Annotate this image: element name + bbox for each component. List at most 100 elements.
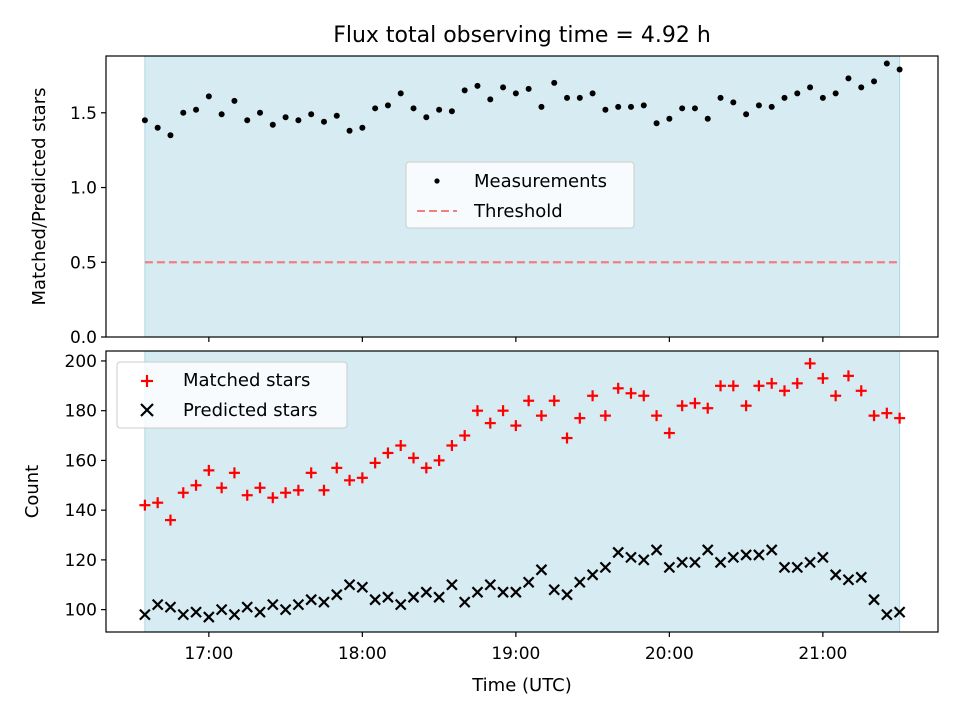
predicted-stars-point [765, 544, 778, 556]
measurement-point [615, 103, 622, 110]
matched-stars-point [753, 380, 765, 392]
matched-stars-point [139, 499, 151, 511]
predicted-stars-point [574, 576, 586, 589]
matched-stars-point [420, 462, 432, 474]
predicted-stars-point [778, 561, 791, 574]
measurement-point [333, 112, 340, 119]
measurement-point [807, 84, 814, 91]
matched-stars-point [535, 410, 547, 422]
x-tick-label: 19:00 [491, 644, 540, 664]
predicted-stars-point [676, 556, 688, 569]
legend-label-threshold: Threshold [473, 201, 563, 222]
measurement-point [193, 106, 200, 113]
predicted-stars-point [228, 608, 241, 621]
predicted-stars-point [817, 551, 829, 564]
matched-stars-point [471, 405, 483, 417]
measurement-point [896, 66, 903, 73]
chart-title: Flux total observing time = 4.92 h [333, 23, 711, 48]
matched-stars-point [676, 400, 688, 412]
predicted-stars-point [791, 561, 804, 574]
predicted-stars-point [433, 591, 445, 603]
predicted-stars-point [420, 586, 433, 598]
measurement-point [589, 90, 596, 97]
predicted-stars-point [203, 611, 215, 623]
measurement-point [627, 103, 634, 110]
matched-stars-point [484, 417, 496, 429]
measurement-point [781, 94, 788, 101]
predicted-stars-point [868, 593, 880, 606]
predicted-stars-point [164, 601, 177, 613]
measurement-point [704, 115, 711, 122]
predicted-stars-point [458, 596, 471, 608]
bottom-legend-box [116, 361, 348, 429]
measurement-point [500, 84, 507, 91]
measurement-point [320, 118, 327, 125]
matched-stars-point [344, 474, 356, 486]
matched-stars-point [804, 357, 816, 369]
measurement-point [551, 79, 558, 86]
legend-label-measurements: Measurements [474, 171, 607, 192]
predicted-stars-point [625, 551, 637, 564]
measurement-point [410, 105, 417, 112]
bottom-x-axis: 17:00 18:00 19:00 20:00 21:00 [184, 632, 847, 664]
predicted-stars-point [267, 598, 279, 611]
measurement-point [883, 60, 890, 67]
top-panel: 0.0 0.5 1.0 1.5 Matched/Predicted stars Mea… [29, 55, 939, 348]
bottom-y-axis: 100 120 140 160 180 200 [65, 352, 106, 621]
predicted-stars-point [740, 549, 752, 561]
measurement-point [819, 94, 826, 101]
measurement-point [538, 103, 545, 110]
y-tick-label: 140 [65, 501, 97, 521]
legend-label-matched-stars: Matched stars [183, 370, 310, 391]
matched-stars-point [663, 427, 675, 439]
measurement-point [717, 94, 724, 101]
matched-stars-point [727, 380, 739, 392]
predicted-stars-point [369, 593, 381, 606]
bottom-axes-frame [105, 350, 939, 633]
measurement-point [257, 109, 264, 116]
y-tick-label: 160 [65, 451, 97, 471]
predicted-stars-point [714, 556, 727, 569]
matched-stars-point [689, 397, 701, 409]
predicted-stars-point [804, 556, 816, 569]
measurement-point [180, 109, 187, 116]
measurement-point [679, 105, 686, 112]
predicted-stars-point [638, 554, 650, 566]
predicted-stars-point [855, 571, 868, 584]
bottom-legend: Matched stars Predicted stars [116, 361, 348, 429]
measurement-point [858, 84, 865, 91]
matched-stars-point [842, 370, 854, 382]
matched-stars-point [574, 412, 586, 424]
matched-stars-point [587, 390, 599, 402]
measurement-point [640, 102, 647, 109]
predicted-stars-point [177, 608, 190, 621]
measurement-point [845, 75, 852, 82]
predicted-stars-point [241, 601, 254, 613]
predicted-stars-point [215, 603, 228, 616]
y-tick-label: 100 [65, 601, 97, 621]
x-tick-label: 21:00 [798, 644, 847, 664]
bottom-panel: 100 120 140 160 180 200 17:00 18:00 19:00 20:00 2… [22, 350, 939, 696]
matched-stars-point [203, 464, 215, 476]
measurement-point [448, 108, 455, 115]
measurement-point [768, 103, 775, 110]
predicted-stars-point [471, 586, 484, 598]
y-tick-label: 1.5 [70, 104, 97, 124]
matched-stars-point [625, 387, 637, 399]
predicted-stars-point [522, 576, 535, 589]
y-tick-label: 0.0 [70, 328, 97, 348]
measurement-point [461, 87, 468, 94]
matched-stars-point [267, 492, 279, 504]
matched-stars-point [817, 372, 829, 384]
predicted-stars-point [753, 549, 765, 561]
x-tick-label: 20:00 [645, 644, 694, 664]
predicted-stars-point [689, 556, 701, 569]
matched-stars-point [548, 395, 560, 407]
measurement-point [691, 105, 698, 112]
matched-stars-series [139, 357, 906, 526]
matched-stars-point [638, 390, 650, 402]
top-x-axis [208, 337, 824, 342]
matched-stars-point [292, 484, 304, 496]
predicted-stars-point [548, 583, 561, 596]
